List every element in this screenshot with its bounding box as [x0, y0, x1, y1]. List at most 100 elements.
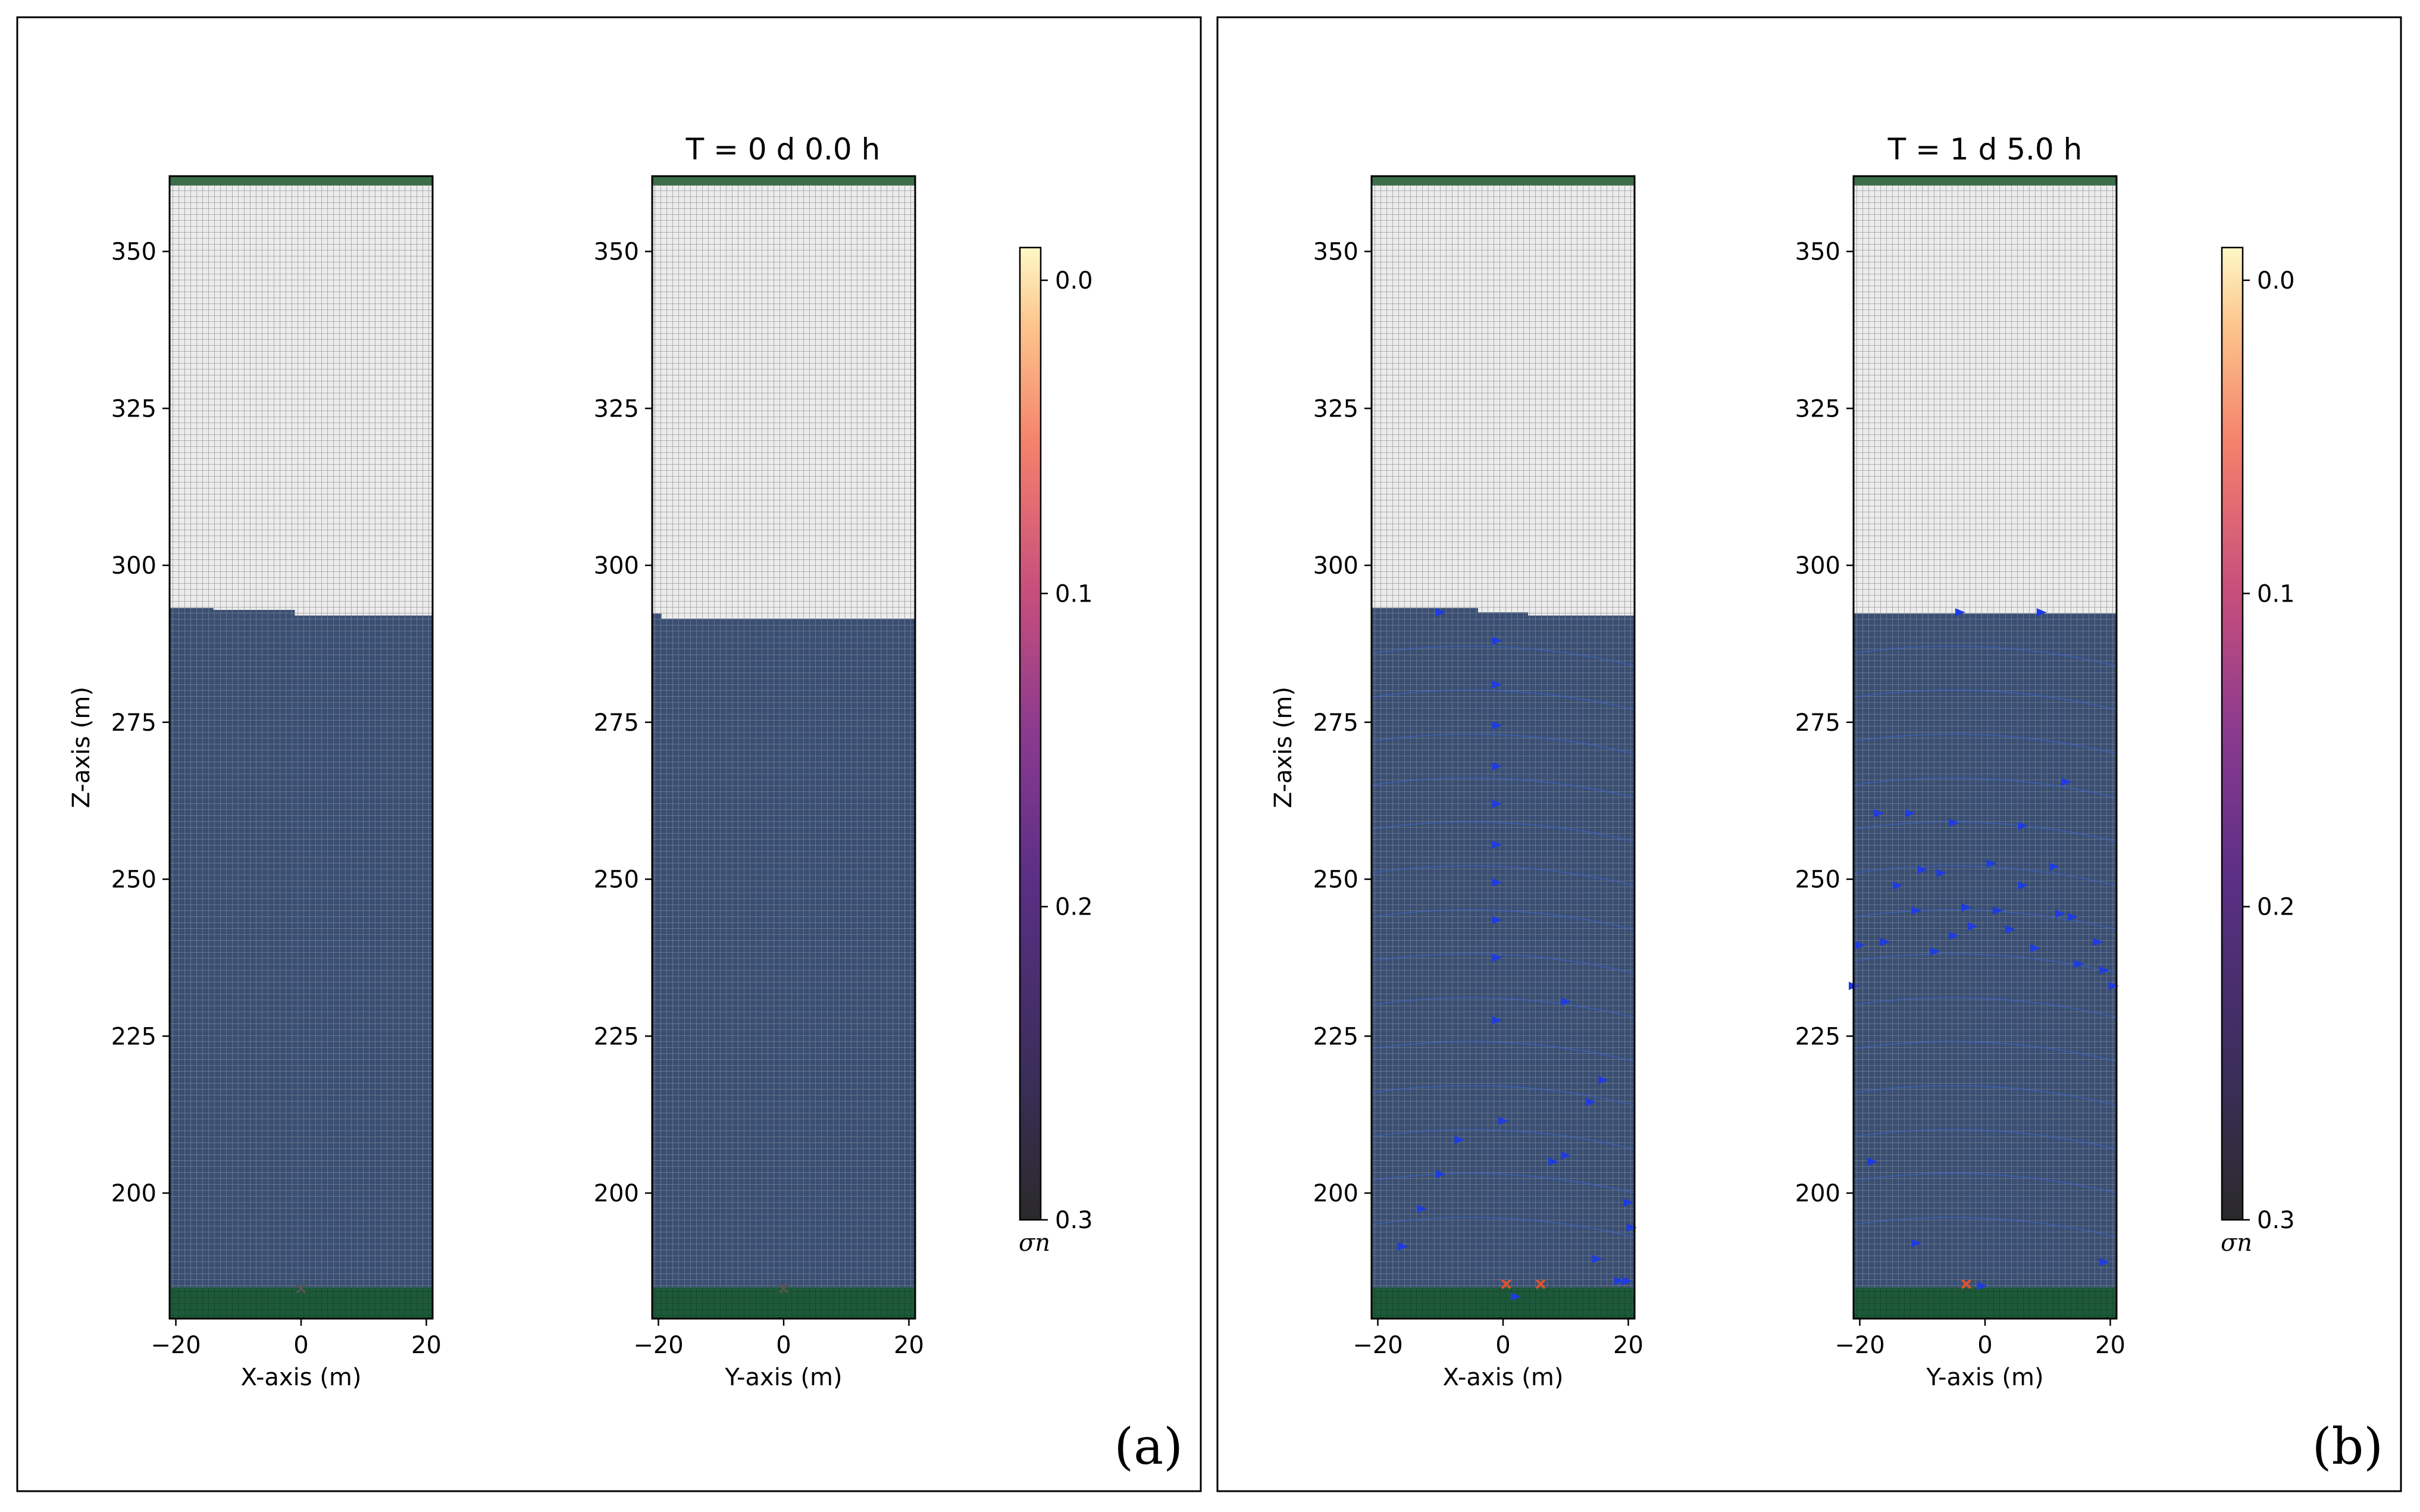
- y-tick-label: 325: [111, 395, 156, 422]
- colorbar-tick-label: 0.1: [1055, 580, 1093, 608]
- y-tick-label: 325: [1795, 395, 1840, 422]
- panel-b-subplot-y: −20 0 20 200 225 250 275 300 325 350 Y-axis (m): [1795, 175, 2125, 1391]
- panel-a-colorbar: 0.0 0.1 0.2 0.3σn: [1019, 246, 1093, 1257]
- data-point-2: [2061, 778, 2072, 787]
- data-point-12: [2018, 881, 2028, 890]
- data-point-10: [1936, 868, 1947, 877]
- x-tick-label: −20: [151, 1332, 201, 1359]
- flow-line: [1371, 997, 1635, 1018]
- y-tick-label: 275: [1313, 709, 1358, 737]
- region-top-layer: [170, 176, 433, 186]
- panel-b-frame: [1216, 16, 2402, 1492]
- flow-line: [1853, 733, 2117, 755]
- data-point-19: [1623, 1198, 1634, 1207]
- data-point-21: [1626, 1223, 1637, 1232]
- y-tick-label: 300: [1313, 552, 1358, 580]
- x-axis-label: Y-axis (m): [724, 1364, 842, 1391]
- x-axis-label: X-axis (m): [1443, 1364, 1564, 1391]
- region-base-layer: [1854, 1287, 2117, 1319]
- flow-line: [1371, 1216, 1635, 1238]
- data-point-21: [1880, 938, 1890, 947]
- flow-line: [1371, 1085, 1635, 1106]
- data-point-32: [2099, 1258, 2109, 1267]
- x-tick-label: 20: [411, 1332, 442, 1359]
- data-point-27: [1501, 1279, 1511, 1289]
- data-point-24: [2030, 944, 2041, 953]
- y-tick-label: 250: [1313, 866, 1358, 894]
- data-point-2: [1492, 680, 1502, 689]
- colorbar-label: σn: [2221, 1229, 2252, 1257]
- region-base-layer: [1372, 1287, 1635, 1319]
- y-tick-label: 250: [111, 866, 156, 894]
- region-top-layer: [652, 176, 915, 186]
- x-axis-label: X-axis (m): [241, 1364, 362, 1391]
- colorbar-gradient: [1019, 246, 1042, 1221]
- data-point-19: [2005, 925, 2016, 934]
- x-tick-label: 0: [1977, 1332, 1992, 1359]
- colorbar-tick-label: 0.1: [2257, 580, 2295, 608]
- flow-line: [1371, 1129, 1635, 1150]
- data-point-13: [1586, 1098, 1596, 1107]
- water-table-interface: [1372, 608, 1635, 1288]
- region-unsaturated-zone: [1372, 185, 1635, 616]
- y-tick-label: 200: [1795, 1180, 1840, 1207]
- y-tick-label: 350: [111, 239, 156, 266]
- x-axis-label: Y-axis (m): [1926, 1364, 2043, 1391]
- y-tick-label: 225: [594, 1023, 639, 1050]
- data-point-10: [1492, 1016, 1502, 1025]
- flow-line: [1853, 1085, 2117, 1106]
- data-point-18: [1435, 1170, 1446, 1179]
- panel-a-tag: (a): [1114, 1417, 1183, 1476]
- y-tick-label: 300: [111, 552, 156, 580]
- y-tick-label: 350: [1313, 239, 1358, 266]
- colorbar-tick-label: 0.0: [2257, 267, 2295, 295]
- data-point-29: [2108, 981, 2119, 990]
- data-point-0: [1435, 608, 1446, 617]
- colorbar-tick-label: 0.3: [1055, 1207, 1093, 1234]
- data-point-26: [2074, 959, 2084, 968]
- data-point-20: [1949, 931, 1959, 940]
- data-point-13: [1961, 903, 1972, 912]
- data-point-22: [1398, 1242, 1408, 1251]
- water-table-interface: [1854, 613, 2117, 1288]
- flow-line: [1371, 953, 1635, 974]
- panel-a-subplot-x: −20 0 20 200 225 250 275 300 325 350 X-axis (m) Z-a…: [68, 175, 442, 1391]
- data-point-3: [1492, 721, 1502, 730]
- data-point-18: [1967, 922, 1978, 931]
- data-point-12: [1598, 1076, 1609, 1085]
- x-tick-label: 20: [1613, 1332, 1643, 1359]
- data-point-1: [1492, 636, 1502, 645]
- data-point-17: [1548, 1157, 1559, 1166]
- data-point-23: [2093, 938, 2103, 947]
- region-base-layer: [170, 1287, 433, 1319]
- flow-line: [1853, 689, 2117, 710]
- flow-line: [1371, 1173, 1635, 1194]
- flow-line: [1371, 733, 1635, 755]
- y-tick-label: 275: [1795, 709, 1840, 737]
- flow-line: [1853, 909, 2117, 930]
- flow-lines: [1853, 645, 2117, 1238]
- region-base-layer: [652, 1287, 915, 1319]
- flow-line: [1371, 777, 1635, 799]
- data-point-0: [296, 1283, 306, 1294]
- data-point-7: [1986, 859, 1997, 868]
- data-point-30: [1867, 1157, 1878, 1166]
- data-point-8: [2049, 862, 2059, 871]
- flow-lines: [1371, 645, 1635, 1238]
- data-point-5: [1949, 818, 1959, 827]
- y-tick-label: 350: [1795, 239, 1840, 266]
- data-point-25: [1622, 1276, 1633, 1285]
- colorbar-tick-label: 0.2: [2257, 894, 2295, 921]
- data-point-6: [1492, 840, 1502, 849]
- data-point-15: [1911, 906, 1922, 915]
- data-point-9: [1917, 865, 1928, 874]
- flow-line: [1371, 821, 1635, 843]
- data-point-4: [1492, 762, 1502, 771]
- x-tick-label: 20: [2095, 1332, 2125, 1359]
- flow-line: [1371, 1041, 1635, 1062]
- data-point-23: [1592, 1254, 1602, 1263]
- colorbar-tick-label: 0.0: [1055, 267, 1093, 295]
